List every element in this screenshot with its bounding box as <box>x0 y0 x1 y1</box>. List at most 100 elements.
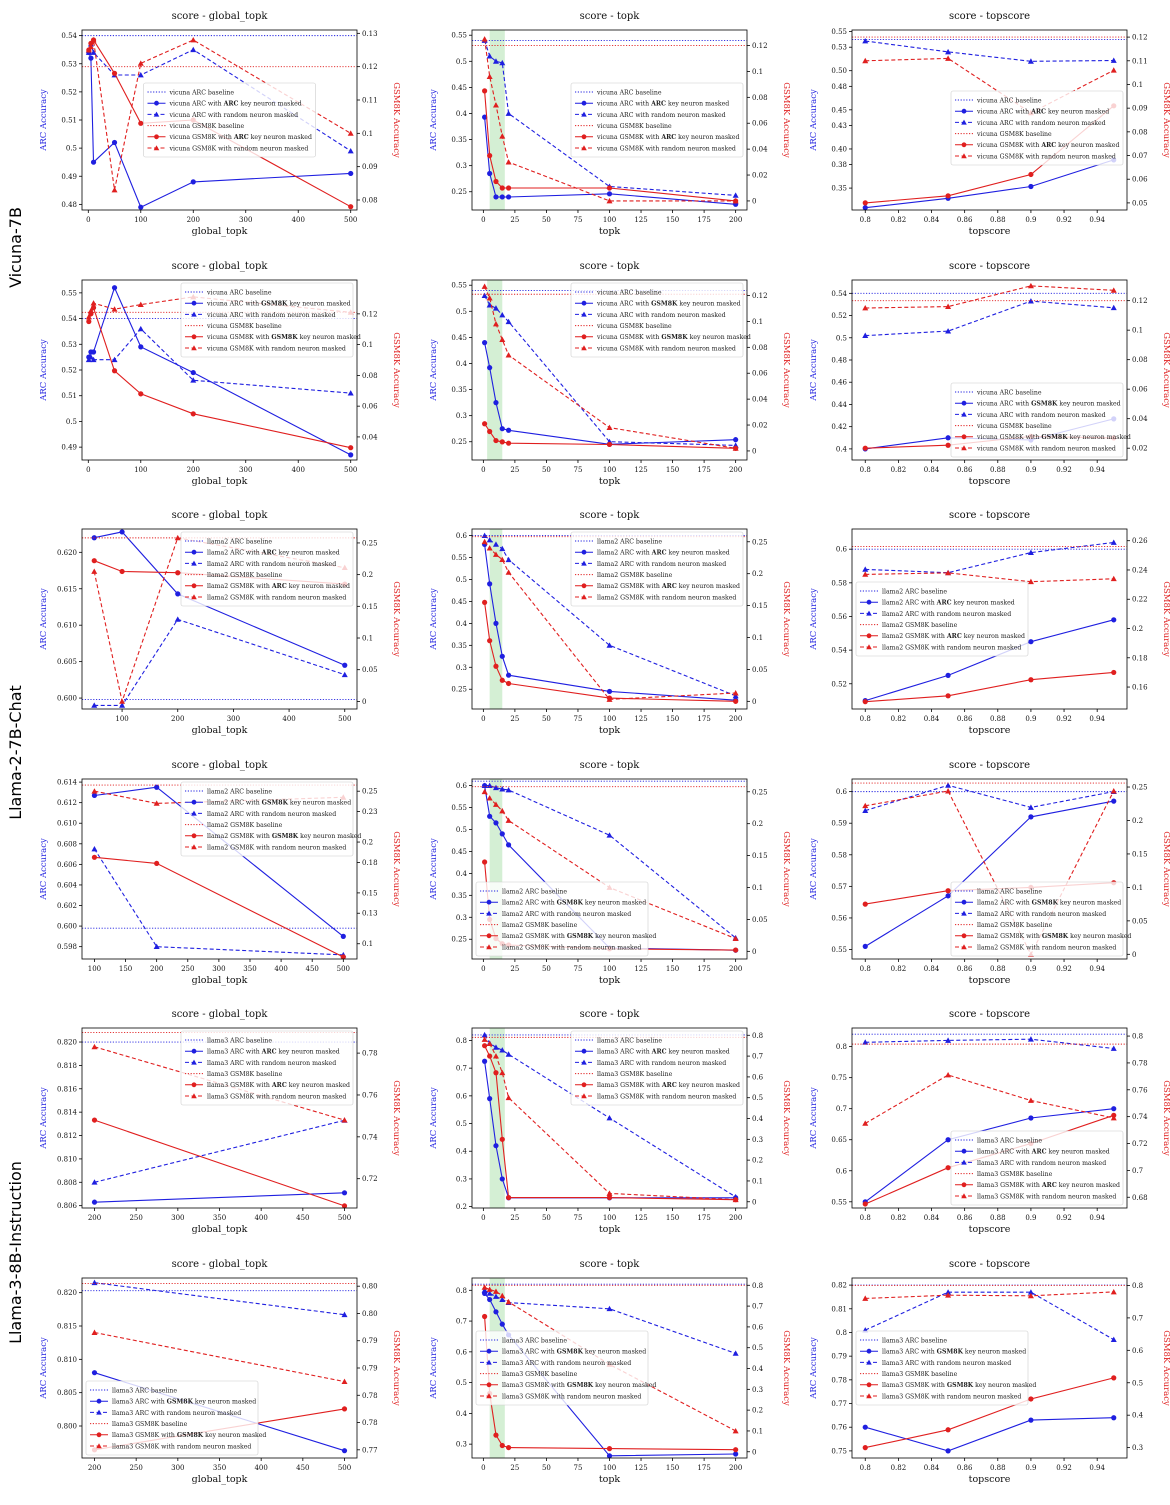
x-tick-label: 0.9 <box>1025 715 1036 723</box>
legend-label: llama2 ARC with random neuron masked <box>207 561 336 568</box>
x-tick-label: 0.82 <box>891 466 907 474</box>
legend-label: llama3 GSM8K baseline <box>882 1371 958 1378</box>
x-tick-label: 300 <box>212 965 225 973</box>
data-point <box>492 784 499 790</box>
y2-tick-label: 0.1 <box>1132 81 1143 89</box>
legend-label: vicuna GSM8K baseline <box>976 423 1052 430</box>
x-tick-label: 0.94 <box>1089 1464 1105 1472</box>
y2-tick-label: 0.80 <box>362 1309 378 1317</box>
data-point <box>482 420 488 426</box>
y-tick-label: 0.3 <box>456 412 467 420</box>
y-tick-label: 0.48 <box>831 356 847 364</box>
legend-marker <box>486 910 492 916</box>
series-line <box>865 671 1114 703</box>
x-tick-label: 350 <box>213 1214 226 1222</box>
data-point <box>342 662 348 668</box>
x-axis-label: topk <box>599 1474 621 1485</box>
data-point <box>1027 1036 1034 1042</box>
y2-tick-label: 0.8 <box>752 1281 763 1289</box>
x-tick-label: 0 <box>481 1214 485 1222</box>
x-tick-label: 0.8 <box>860 216 871 224</box>
data-point <box>499 785 506 791</box>
legend-box <box>143 82 316 158</box>
legend-label: vicuna ARC with ARC key neuron masked <box>169 101 302 108</box>
plot-area <box>852 539 1127 705</box>
y-tick-label: 0.814 <box>57 1109 78 1117</box>
y-tick-label: 0.5 <box>836 334 847 342</box>
data-point <box>492 1292 499 1299</box>
data-point <box>606 1305 613 1311</box>
data-point <box>341 1447 348 1453</box>
x-tick-label: 200 <box>171 715 184 723</box>
y-tick-label: 0.8 <box>456 1037 467 1045</box>
data-point <box>137 60 144 66</box>
legend-label: llama3 ARC with GSM8K key neuron masked <box>502 1348 646 1355</box>
x-axis-label: global_topk <box>192 975 248 986</box>
y-axis-label: ARC Accuracy <box>39 1087 49 1150</box>
data-point <box>481 538 488 545</box>
chart-title: score - topk <box>580 1259 641 1270</box>
data-point <box>341 1203 348 1208</box>
y2-axis-label: GSM8K Accuracy <box>391 1080 400 1156</box>
legend: llama2 ARC baseline llama2 ARC with GSM8K… <box>180 781 361 856</box>
data-point <box>499 425 505 431</box>
data-point <box>190 369 196 375</box>
legend-label: llama2 ARC baseline <box>882 588 947 595</box>
y-tick-label: 0.77 <box>831 1400 847 1408</box>
y2-tick-label: 0 <box>1132 950 1136 958</box>
legend-label: llama3 GSM8K with random neuron masked <box>597 1093 736 1100</box>
y-tick-label: 0.2 <box>456 1203 467 1211</box>
data-point <box>606 424 613 430</box>
data-point <box>348 444 354 450</box>
x-tick-label: 0.9 <box>1025 1464 1036 1472</box>
y2-tick-label: 0.06 <box>752 369 768 377</box>
legend-marker <box>191 549 197 555</box>
legend-label: llama2 GSM8K with random neuron masked <box>882 644 1021 651</box>
data-point <box>492 1044 499 1050</box>
y2-tick-label: 0.77 <box>362 1446 378 1454</box>
plot-frame <box>851 778 1128 959</box>
series-line <box>865 1038 1114 1050</box>
y2-tick-label: 0.78 <box>362 1419 378 1427</box>
y2-tick-label: 0.3 <box>752 1385 763 1393</box>
y-tick-label: 0.600 <box>57 695 77 703</box>
chart-panel: score - global_topk 0 100 200 300 400 500 0.49 0… <box>30 255 400 500</box>
chart-title: score - topk <box>580 261 641 272</box>
data-point <box>1110 539 1117 545</box>
chart-panel: score - topscore 0.8 0.82 0.84 0.86 0.88 0.9 0.… <box>800 5 1170 250</box>
data-point <box>499 653 505 659</box>
legend-marker <box>961 1148 967 1154</box>
legend-label: llama3 ARC with random neuron masked <box>207 1060 336 1067</box>
data-point <box>505 556 512 563</box>
chart-title: score - topk <box>580 11 641 22</box>
legend-marker <box>961 1193 967 1199</box>
x-tick-label: 50 <box>542 965 551 973</box>
data-point <box>493 620 499 626</box>
data-point <box>1028 1395 1034 1402</box>
y-tick-label: 0.48 <box>61 201 77 209</box>
y-tick-label: 0.608 <box>57 840 77 848</box>
chart-panel: score - topk 0 25 50 75 100 125 150 175 200 0.25 0.… <box>420 504 790 749</box>
series-line <box>865 800 1114 947</box>
y-tick-label: 0.800 <box>57 1422 77 1430</box>
y2-tick-label: 0 <box>752 1198 756 1206</box>
y2-tick-label: 0.2 <box>1132 625 1143 633</box>
data-point <box>733 1450 739 1457</box>
series-line <box>94 618 345 706</box>
data-point <box>90 159 97 165</box>
chart-title: score - global_topk <box>172 11 269 22</box>
data-point <box>733 436 739 442</box>
data-point <box>505 569 512 575</box>
data-point <box>505 680 512 687</box>
x-tick-label: 175 <box>697 1464 710 1472</box>
legend-marker <box>486 1381 492 1387</box>
y-tick-label: 0.53 <box>61 60 77 68</box>
data-point <box>493 1432 499 1438</box>
x-tick-label: 0.92 <box>1056 1464 1072 1472</box>
y2-tick-label: 0.72 <box>1132 1140 1148 1148</box>
legend-label: llama2 GSM8K with random neuron masked <box>207 594 346 601</box>
y-axis-label: ARC Accuracy <box>809 89 819 152</box>
data-point <box>1028 183 1034 190</box>
y2-tick-label: 0.06 <box>362 402 378 410</box>
data-point <box>1111 617 1117 623</box>
